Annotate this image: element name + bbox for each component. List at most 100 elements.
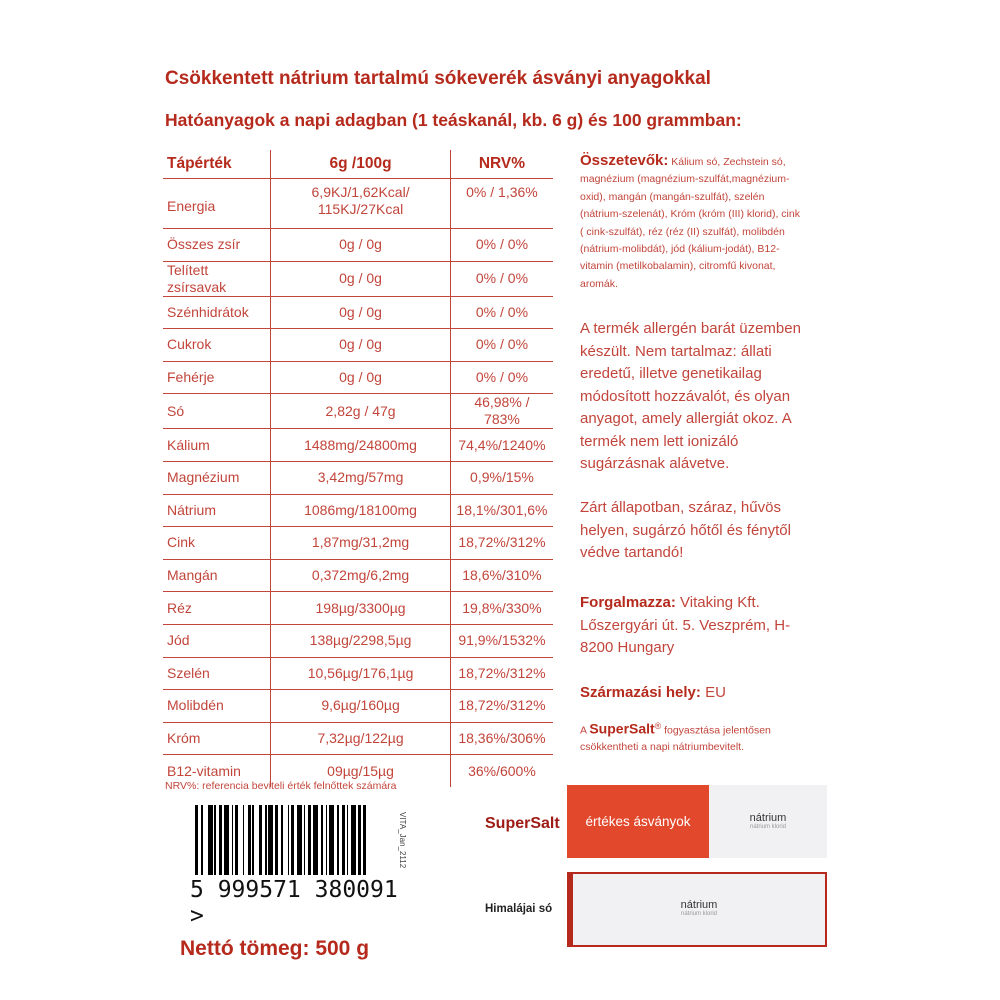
storage-text: Zárt állapotban, száraz, hűvös helyen, s… (580, 499, 791, 561)
claim-post: fogyasztása jelentősen csökkentheti a na… (580, 724, 771, 753)
table-cell: 0g / 0g (270, 296, 451, 330)
table-cell: Nátrium (163, 494, 271, 528)
table-cell: 9,6µg/160µg (270, 689, 451, 723)
table-cell: Cukrok (163, 328, 271, 362)
origin: Származási hely: EU (580, 682, 805, 705)
barcode-bar (305, 805, 309, 875)
table-cell: 18,36%/306% (449, 722, 553, 756)
barcode-bar (290, 805, 294, 875)
page-subtitle: Hatóanyagok a napi adagban (1 teáskanál,… (165, 110, 742, 130)
barcode-bar (338, 805, 342, 875)
claim-pre: A (580, 724, 590, 737)
barcode-bar (223, 805, 229, 875)
table-row: Só 2,82g / 47g 46,98% / 783% (163, 393, 553, 430)
table-row: Réz 198µg/3300µg 19,8%/330% (163, 591, 553, 625)
table-cell: 18,72%/312% (449, 689, 553, 723)
barcode-bar (289, 805, 291, 875)
barcode-bar (365, 805, 369, 875)
table-row: Kálium 1488mg/24800mg 74,4%/1240% (163, 428, 553, 462)
distributor: Forgalmazza: Vitaking Kft. Lőszergyári ú… (580, 592, 805, 660)
table-cell: 0g / 0g (270, 261, 451, 297)
table-cell: Magnézium (163, 461, 271, 495)
ingredients: Összetevők: Kálium só, Zechstein só, mag… (580, 152, 805, 293)
table-row: Cink 1,87mg/31,2mg 18,72%/312% (163, 526, 553, 560)
page-title: Csökkentett nátrium tartalmú sókeverék á… (165, 68, 711, 89)
barcode-bars (195, 805, 420, 875)
barcode-number: 5 999571 380091 > (190, 877, 398, 929)
table-cell: 7,32µg/122µg (270, 722, 451, 756)
barcode-bar (207, 805, 213, 875)
table-cell: 36%/600% (449, 754, 553, 787)
claim-reg: ® (654, 721, 662, 731)
barcode-side-code: VITA_Jan_2112 (398, 812, 407, 869)
barcode: 5 999571 380091 > Nettó tömeg: 500 g (180, 805, 420, 985)
table-row: Szénhidrátok 0g / 0g 0% / 0% (163, 296, 553, 330)
table-row: B12-vitamin 09µg/15µg 36%/600% (163, 754, 553, 787)
table-cell: Összes zsír (163, 228, 271, 262)
sodium-sublabel: nátrium klorid (749, 824, 786, 830)
table-cell: Jód (163, 624, 271, 658)
barcode-bar (346, 805, 349, 875)
table-cell: 18,72%/312% (449, 526, 553, 560)
table-cell: Só (163, 393, 271, 430)
table-cell: Kálium (163, 428, 271, 462)
table-cell: 09µg/15µg (270, 754, 451, 787)
barcode-bar (282, 805, 288, 875)
barcode-bar (351, 805, 357, 875)
table-row: Cukrok 0g / 0g 0% / 0% (163, 328, 553, 362)
table-row: Nátrium 1086mg/18100mg 18,1%/301,6% (163, 494, 553, 528)
table-cell: 0% / 0% (449, 361, 553, 395)
origin-text: EU (700, 684, 726, 701)
table-cell: 0% / 0% (449, 261, 553, 297)
table-cell: 18,72%/312% (449, 657, 553, 691)
barcode-bar (333, 805, 337, 875)
barcode-bar (327, 805, 330, 875)
table-row: Energia 6,9KJ/1,62Kcal/ 115KJ/27Kcal 0% / … (163, 178, 553, 229)
table-cell: 1086mg/18100mg (270, 494, 451, 528)
table-cell: 0g / 0g (270, 361, 451, 395)
table-cell: Fehérje (163, 361, 271, 395)
barcode-bar (362, 805, 366, 875)
table-cell: 1488mg/24800mg (270, 428, 451, 462)
barcode-bar (297, 805, 302, 875)
nutrition-table: Tápérték 6g /100g NRV% Energia 6,9KJ/1,62… (163, 150, 553, 787)
table-cell: 0% / 0% (449, 296, 553, 330)
barcode-bar (195, 805, 199, 875)
barcode-bar (222, 805, 224, 875)
barcode-bar (262, 805, 266, 875)
barcode-bar (325, 805, 328, 875)
table-cell: 46,98% / 783% (449, 393, 553, 430)
barcode-bar (337, 805, 339, 875)
himalayan-label: Himalájai só (485, 903, 553, 915)
table-cell: 0,372mg/6,2mg (270, 559, 451, 593)
barcode-bar (357, 805, 361, 875)
table-row: Króm 7,32µg/122µg 18,36%/306% (163, 722, 553, 756)
barcode-bar (329, 805, 334, 875)
himalayan-sodium-block: nátrium nátrium klorid (567, 872, 827, 947)
barcode-bar (348, 805, 352, 875)
barcode-bar (274, 805, 278, 875)
table-cell: 1,87mg/31,2mg (270, 526, 451, 560)
barcode-bar (202, 805, 208, 875)
net-weight: Nettó tömeg: 500 g (180, 937, 370, 960)
barcode-bar (301, 805, 304, 875)
table-cell: Molibdén (163, 689, 271, 723)
barcode-bar (244, 805, 248, 875)
barcode-bar (258, 805, 263, 875)
sodium-block: nátrium nátrium klorid (709, 785, 827, 858)
table-row: Fehérje 0g / 0g 0% / 0% (163, 361, 553, 395)
table-cell: Telített zsírsavak (163, 261, 271, 297)
table-cell: 3,42mg/57mg (270, 461, 451, 495)
table-cell: 91,9%/1532% (449, 624, 553, 658)
barcode-bar (238, 805, 243, 875)
barcode-bar (252, 805, 255, 875)
table-row: Összes zsír 0g / 0g 0% / 0% (163, 228, 553, 262)
table-cell: B12-vitamin (167, 762, 241, 779)
col-header: NRV% (449, 150, 553, 179)
barcode-bar (311, 805, 314, 875)
barcode-bar (268, 805, 274, 875)
ingredients-text: Kálium só, Zechstein só, magnézium (magn… (580, 156, 800, 290)
table-cell: Szelén (163, 657, 271, 691)
table-cell: Réz (163, 591, 271, 625)
barcode-bar (273, 805, 275, 875)
